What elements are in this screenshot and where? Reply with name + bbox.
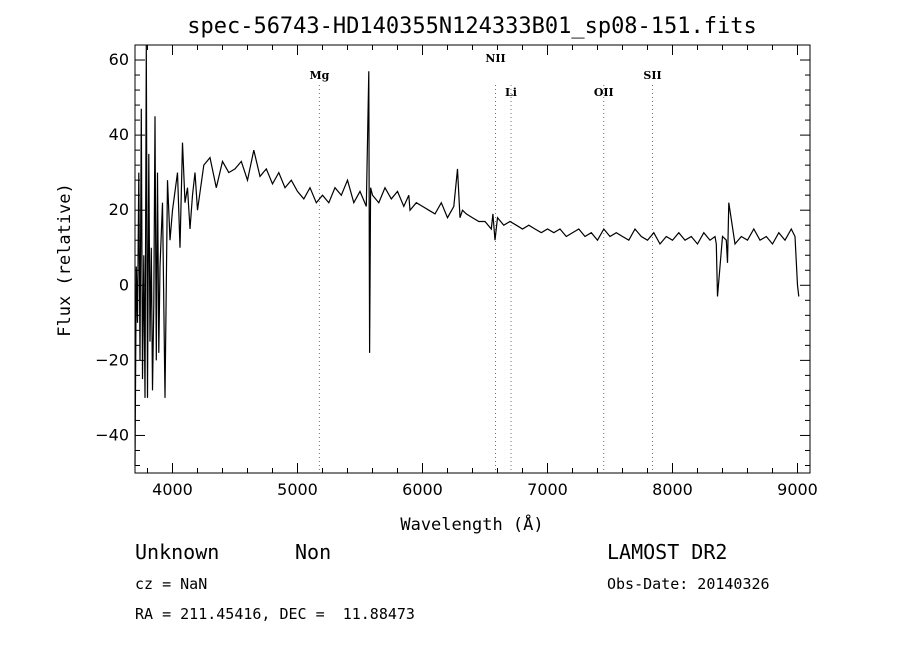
spectrum-line	[134, 44, 800, 466]
plot-frame	[134, 44, 811, 474]
x-tick-label: 4000	[152, 480, 193, 499]
y-tick-label: 0	[119, 275, 129, 294]
spectral-line-label: OII	[594, 86, 614, 99]
object-class: Unknown	[135, 540, 220, 564]
y-tick-label: 20	[109, 200, 129, 219]
y-tick-label: −20	[95, 350, 129, 369]
x-tick-label: 5000	[277, 480, 318, 499]
x-tick-label: 6000	[402, 480, 443, 499]
y-tick-label: −40	[95, 425, 129, 444]
y-tick-label: 60	[109, 50, 129, 69]
y-axis-label: Flux (relative)	[55, 183, 75, 337]
x-tick-label: 9000	[777, 480, 818, 499]
spectral-line-label: NII	[485, 52, 505, 65]
survey-name: LAMOST DR2	[607, 540, 728, 564]
x-tick-label: 8000	[652, 480, 693, 499]
chart-title: spec-56743-HD140355N124333B01_sp08-151.f…	[187, 14, 757, 39]
coordinates: RA = 211.45416, DEC = 11.88473	[135, 605, 415, 623]
obs-date: Obs-Date: 20140326	[607, 575, 770, 593]
y-tick-label: 40	[109, 125, 129, 144]
spectral-line-label: SII	[643, 69, 661, 82]
x-axis-label: Wavelength (Å)	[400, 513, 543, 535]
plot-area: Mg NII Li OII SII 4000 5000 6000 7000 8000 9000 −40…	[95, 44, 818, 499]
spectral-line-label: Li	[505, 86, 517, 99]
spectral-line-label: Mg	[309, 69, 329, 82]
object-subclass: Non	[295, 540, 332, 564]
cz-value: cz = NaN	[135, 575, 208, 593]
x-tick-label: 7000	[527, 480, 568, 499]
